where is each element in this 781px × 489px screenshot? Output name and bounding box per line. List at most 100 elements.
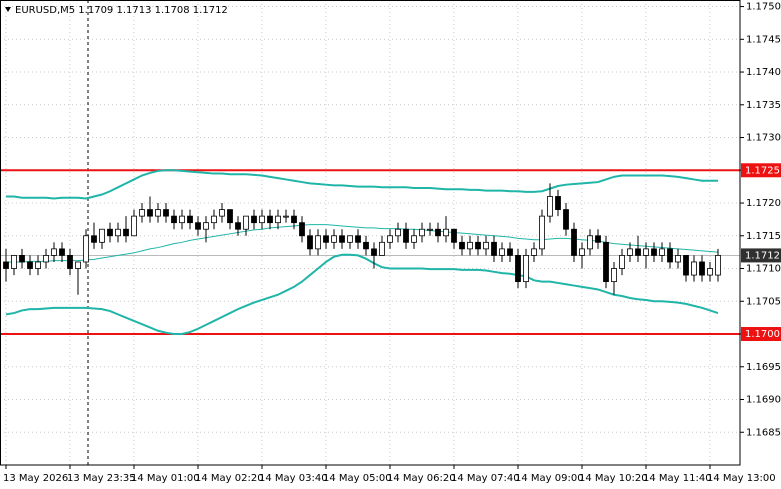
y-tick-label: 1.1745 xyxy=(746,34,781,45)
candle-body xyxy=(483,241,489,250)
candle-body xyxy=(699,261,705,276)
candle-body xyxy=(243,215,249,230)
candle-body xyxy=(379,241,385,256)
candle-body xyxy=(275,215,281,224)
level-label-box xyxy=(741,163,781,178)
candle-body xyxy=(523,255,529,283)
x-tick-label: 14 May 03:40 xyxy=(259,473,328,484)
y-tick-label: 1.1705 xyxy=(746,296,781,307)
candle-body xyxy=(571,228,577,256)
candle-body xyxy=(51,248,57,256)
candle-body xyxy=(443,228,449,237)
candle-body xyxy=(347,235,353,243)
candle-body xyxy=(547,196,553,217)
candle-body xyxy=(603,241,609,283)
candle-body xyxy=(419,228,425,237)
candle-body xyxy=(155,209,161,217)
candle-body xyxy=(555,196,561,210)
candle-body xyxy=(587,235,593,250)
candle-body xyxy=(395,228,401,237)
candle-body xyxy=(475,241,481,250)
y-tick-label: 1.1710 xyxy=(746,264,781,275)
candle-body xyxy=(67,255,73,269)
candle-body xyxy=(203,222,209,230)
candle-body xyxy=(291,215,297,224)
menu-triangle[interactable] xyxy=(5,7,11,12)
y-tick-label: 1.1690 xyxy=(746,395,781,406)
candle-body xyxy=(363,241,369,250)
y-tick-label: 1.1750 xyxy=(746,2,781,13)
x-tick-label: 13 May 2026 xyxy=(3,473,68,484)
candle-body xyxy=(299,222,305,237)
level-label: 1.1700 xyxy=(745,329,780,340)
x-tick-label: 14 May 06:20 xyxy=(387,473,456,484)
candle-body xyxy=(163,209,169,217)
candle-body xyxy=(83,235,89,263)
candle-body xyxy=(339,235,345,243)
y-tick-label: 1.1730 xyxy=(746,133,781,144)
level-label-box xyxy=(741,327,781,342)
x-tick-label: 14 May 09:00 xyxy=(515,473,584,484)
candle-body xyxy=(19,255,25,263)
candle-body xyxy=(635,248,641,256)
y-tick-label: 1.1685 xyxy=(746,427,781,438)
band-upper xyxy=(6,169,718,200)
x-tick-label: 14 May 01:00 xyxy=(131,473,200,484)
y-tick-label: 1.1740 xyxy=(746,67,781,78)
candle-body xyxy=(147,209,153,217)
candle-body xyxy=(531,248,537,256)
candle-body xyxy=(43,255,49,263)
candle-body xyxy=(691,261,697,276)
candle-body xyxy=(451,228,457,243)
candle-body xyxy=(355,235,361,243)
x-tick-label: 14 May 02:20 xyxy=(195,473,264,484)
candle-body xyxy=(219,209,225,217)
candle-body xyxy=(651,248,657,256)
candle-body xyxy=(195,222,201,230)
x-tick-label: 14 May 07:40 xyxy=(451,473,520,484)
band-lower xyxy=(5,253,719,336)
candle-body xyxy=(187,215,193,224)
candle-body xyxy=(251,215,257,224)
x-tick-label: 14 May 05:00 xyxy=(323,473,392,484)
candle-body xyxy=(539,215,545,250)
candle-body xyxy=(75,261,81,269)
candle-body xyxy=(611,268,617,283)
plot-layer xyxy=(0,169,740,336)
candle-body xyxy=(11,255,17,269)
plot-frame xyxy=(0,0,741,466)
candle-body xyxy=(227,209,233,224)
candle-body xyxy=(675,255,681,263)
candle-body xyxy=(131,215,137,237)
candle-body xyxy=(683,255,689,276)
x-tick-label: 14 May 13:00 xyxy=(707,473,776,484)
candle-body xyxy=(515,255,521,283)
candle-body xyxy=(115,228,121,237)
last-price-label: 1.1712 xyxy=(745,250,780,261)
level-label: 1.1725 xyxy=(745,165,780,176)
candle-body xyxy=(595,235,601,243)
candle-body xyxy=(579,248,585,256)
candle-body xyxy=(403,228,409,243)
candle-body xyxy=(315,235,321,250)
x-tick-label: 14 May 10:20 xyxy=(579,473,648,484)
candle-body xyxy=(619,255,625,269)
candle-body xyxy=(371,248,377,256)
candle-body xyxy=(627,248,633,256)
last-price-box xyxy=(741,248,781,263)
y-tick-label: 1.1735 xyxy=(746,100,781,111)
y-tick-label: 1.1720 xyxy=(746,198,781,209)
candle-body xyxy=(427,228,433,231)
x-tick-label: 13 May 23:35 xyxy=(67,473,136,484)
axis-layer: 1.1750 1.1745 1.1740 1.1735 1.1730 1.1725 1.17… xyxy=(3,2,781,484)
candle-body xyxy=(435,228,441,237)
candle-body xyxy=(235,222,241,230)
candle-body xyxy=(107,228,113,237)
candle-body xyxy=(259,215,265,224)
candle-body xyxy=(563,209,569,230)
candle-body xyxy=(179,215,185,224)
candle-body xyxy=(499,248,505,256)
candle-body xyxy=(283,215,289,218)
candle-body xyxy=(491,241,497,256)
